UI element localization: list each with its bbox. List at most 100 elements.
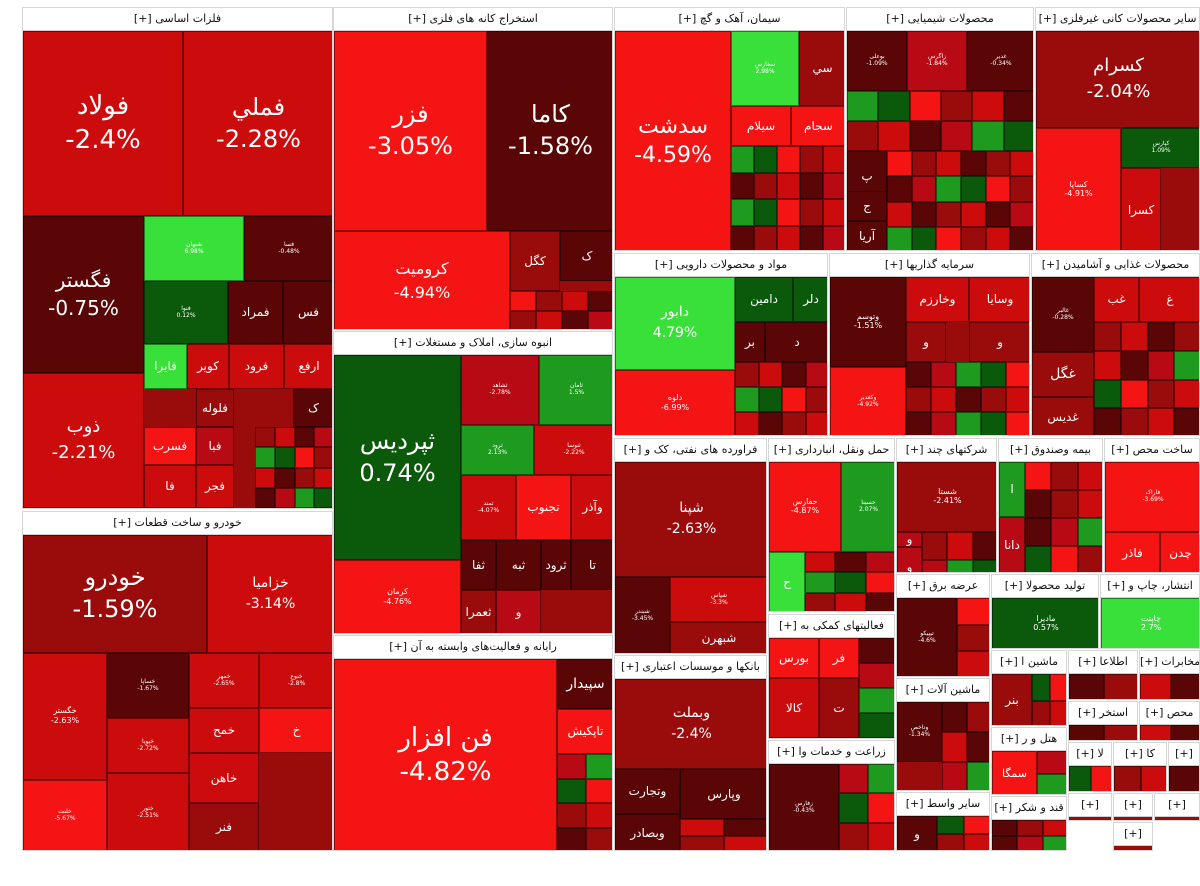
- stock-tile-small[interactable]: [1025, 546, 1052, 572]
- stock-tile-small[interactable]: [777, 146, 800, 173]
- sector-title[interactable]: [+] رایانه و فعالیت‌های وابسته به آن: [334, 636, 612, 659]
- stock-tile-small[interactable]: [839, 764, 868, 794]
- stock-tile[interactable]: شبندر -3.45%: [615, 577, 670, 653]
- stock-tile[interactable]: فمراد: [228, 281, 283, 344]
- sector-title[interactable]: [+] تولید محصولا: [992, 575, 1098, 598]
- stock-tile-small[interactable]: [1050, 674, 1066, 701]
- stock-tile-small[interactable]: [557, 754, 586, 779]
- stock-tile[interactable]: ثرود 2.13%: [461, 425, 534, 475]
- stock-tile-small[interactable]: [1077, 546, 1102, 572]
- stock-tile-small[interactable]: [992, 820, 1018, 836]
- stock-tile-small[interactable]: [1174, 350, 1199, 380]
- stock-tile[interactable]: و: [496, 590, 541, 633]
- stock-tile-small[interactable]: [936, 226, 961, 250]
- stock-tile-small[interactable]: [1006, 412, 1029, 435]
- stock-tile-small[interactable]: [1120, 408, 1148, 435]
- sector-title[interactable]: [+] عرضه برق: [897, 575, 989, 598]
- stock-tile[interactable]: ثفا: [461, 540, 496, 590]
- stock-tile-small[interactable]: [557, 803, 586, 828]
- stock-tile-small[interactable]: [255, 447, 275, 468]
- stock-tile-small[interactable]: [859, 713, 894, 738]
- stock-tile[interactable]: سي: [799, 31, 844, 106]
- stock-tile[interactable]: فلوله: [196, 389, 234, 427]
- stock-tile-small[interactable]: [1169, 766, 1199, 791]
- stock-tile-small[interactable]: [758, 412, 782, 435]
- stock-tile-small[interactable]: [1094, 408, 1121, 435]
- stock-tile-small[interactable]: [887, 226, 912, 250]
- stock-tile[interactable]: فايرا: [144, 344, 187, 389]
- stock-tile[interactable]: فگستر -0.75%: [23, 216, 144, 373]
- stock-tile-small[interactable]: [961, 201, 986, 227]
- stock-tile-small[interactable]: [867, 793, 894, 823]
- stock-tile-small[interactable]: [1147, 350, 1175, 380]
- stock-tile[interactable]: زاگرس -1.84%: [907, 31, 967, 91]
- stock-tile-small[interactable]: [1140, 725, 1171, 740]
- stock-tile-small[interactable]: [911, 201, 937, 227]
- stock-tile[interactable]: کپارس 1.09%: [1121, 128, 1199, 168]
- stock-tile[interactable]: ک: [293, 389, 332, 427]
- stock-tile-small[interactable]: [588, 311, 612, 329]
- stock-tile-small[interactable]: [562, 311, 588, 329]
- stock-tile[interactable]: بر: [735, 322, 765, 362]
- sector-title[interactable]: [+]: [1169, 743, 1199, 766]
- stock-tile[interactable]: تيپيکو -4.6%: [897, 598, 957, 676]
- stock-tile-small[interactable]: [1170, 725, 1199, 740]
- stock-tile[interactable]: کساپا -4.91%: [1036, 128, 1121, 250]
- stock-tile-small[interactable]: [1120, 379, 1148, 409]
- stock-tile[interactable]: و: [897, 816, 937, 850]
- stock-tile[interactable]: کروميت -4.94%: [334, 231, 510, 329]
- stock-tile-small[interactable]: [922, 559, 948, 572]
- stock-tile-small[interactable]: [1010, 176, 1033, 202]
- stock-tile[interactable]: خپویا -2.72%: [107, 718, 189, 773]
- stock-tile-small[interactable]: [1077, 518, 1102, 546]
- stock-tile[interactable]: وتوسم -1.51%: [830, 277, 906, 367]
- stock-tile[interactable]: و: [897, 547, 922, 572]
- stock-tile[interactable]: ثامان 1.5%: [539, 355, 612, 425]
- stock-tile-small[interactable]: [1051, 490, 1078, 518]
- stock-tile-small[interactable]: [835, 552, 866, 573]
- stock-tile-small[interactable]: [562, 291, 588, 311]
- stock-tile-small[interactable]: [906, 362, 931, 387]
- stock-tile[interactable]: سجام: [791, 106, 844, 146]
- stock-tile-small[interactable]: [1003, 121, 1033, 151]
- stock-tile-small[interactable]: [782, 412, 806, 435]
- stock-tile-small[interactable]: [1147, 408, 1175, 435]
- stock-tile-small[interactable]: [823, 199, 844, 226]
- sector-title[interactable]: [+] قند و شکر: [992, 797, 1066, 820]
- stock-tile-small[interactable]: [1010, 226, 1033, 250]
- stock-tile[interactable]: وکغدیر -4.92%: [830, 367, 906, 435]
- stock-tile[interactable]: تاپکيش: [557, 709, 612, 754]
- sector-title[interactable]: [+]: [1069, 794, 1111, 817]
- stock-tile-small[interactable]: [972, 559, 996, 572]
- stock-tile-small[interactable]: [865, 572, 894, 593]
- stock-tile[interactable]: خلنت -5.67%: [23, 780, 107, 850]
- stock-tile-small[interactable]: [1094, 322, 1121, 351]
- stock-tile-small[interactable]: [1003, 91, 1033, 121]
- stock-tile-small[interactable]: [536, 311, 562, 329]
- stock-tile-small[interactable]: [805, 552, 836, 573]
- stock-tile-small[interactable]: [1147, 322, 1175, 351]
- stock-tile-small[interactable]: [1032, 674, 1050, 701]
- stock-tile-small[interactable]: [1051, 462, 1078, 490]
- stock-tile[interactable]: خگستر -2.63%: [23, 653, 107, 780]
- stock-tile-small[interactable]: [274, 487, 295, 508]
- stock-tile[interactable]: فولاد -2.4%: [23, 31, 183, 216]
- stock-tile-small[interactable]: [1094, 379, 1121, 409]
- sector-title[interactable]: [+] سیمان، آهک و گچ: [615, 8, 844, 31]
- stock-tile-small[interactable]: [956, 387, 981, 412]
- stock-tile[interactable]: ثشاهد -2.78%: [461, 355, 539, 425]
- stock-tile[interactable]: و: [969, 322, 1029, 362]
- stock-tile-small[interactable]: [255, 487, 275, 508]
- stock-tile-small[interactable]: [922, 532, 948, 560]
- stock-tile-small[interactable]: [274, 427, 295, 448]
- stock-tile-small[interactable]: [805, 412, 827, 435]
- sector-title[interactable]: [+] سایر واسط: [897, 793, 989, 816]
- stock-tile-small[interactable]: [754, 225, 777, 250]
- stock-tile-small[interactable]: [1051, 518, 1078, 546]
- stock-tile-small[interactable]: [937, 834, 964, 850]
- stock-tile-small[interactable]: [1017, 820, 1043, 836]
- stock-tile[interactable]: بوعلی -1.09%: [847, 31, 907, 91]
- sector-title[interactable]: [+] هتل و ر: [992, 728, 1066, 751]
- stock-tile[interactable]: فن افزار -4.82%: [334, 659, 557, 850]
- stock-tile-small[interactable]: [985, 201, 1011, 227]
